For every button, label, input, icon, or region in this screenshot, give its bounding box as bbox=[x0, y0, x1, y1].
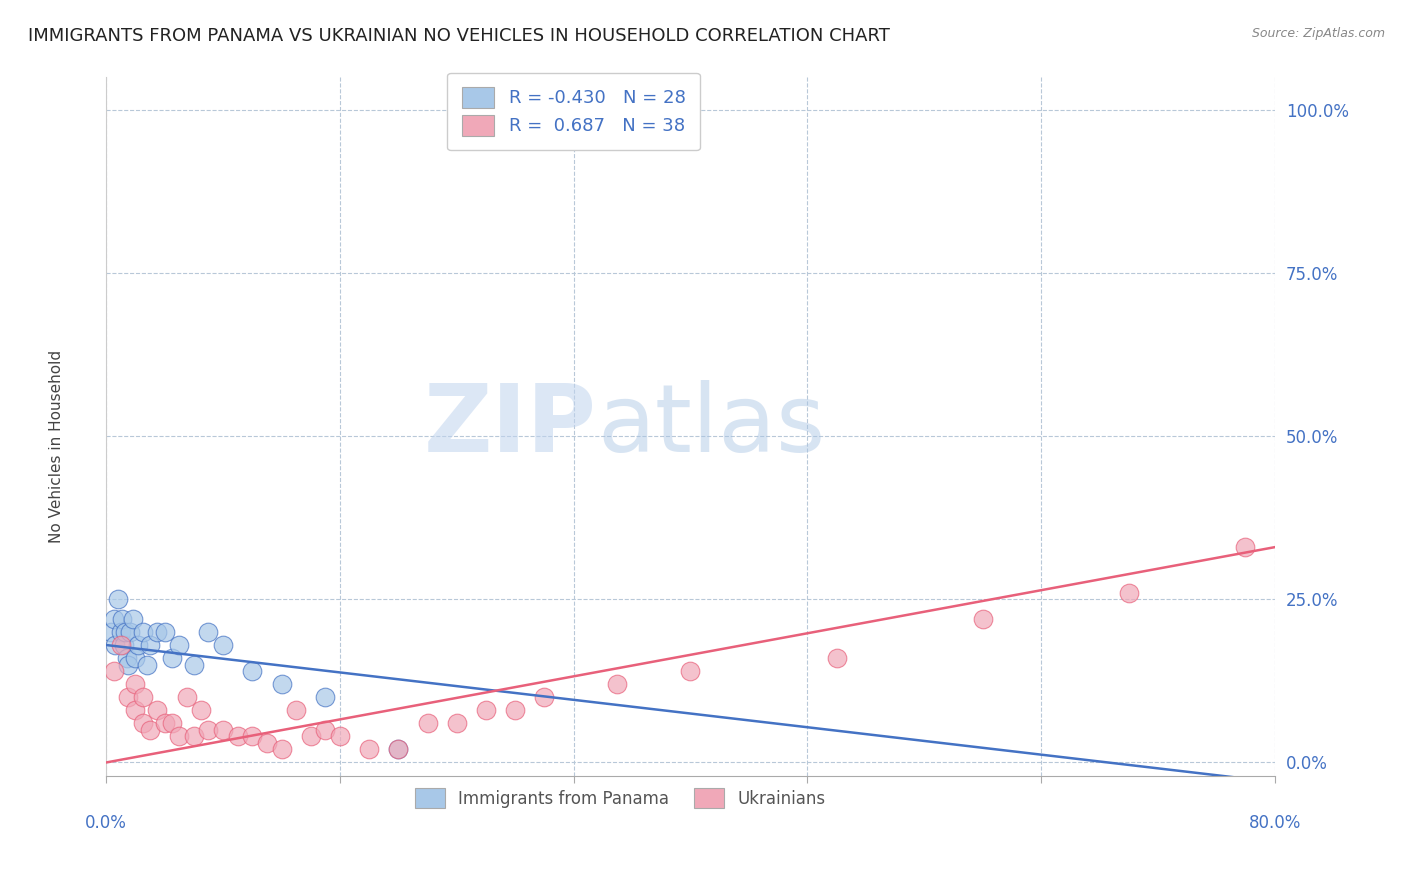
Point bbox=[112, 638, 135, 652]
Point bbox=[240, 730, 263, 744]
Point bbox=[183, 657, 205, 672]
Point bbox=[153, 716, 176, 731]
Point bbox=[226, 730, 249, 744]
Point bbox=[169, 730, 191, 744]
Text: Source: ZipAtlas.com: Source: ZipAtlas.com bbox=[1251, 27, 1385, 40]
Point bbox=[212, 723, 235, 737]
Text: 0.0%: 0.0% bbox=[86, 814, 127, 832]
Point bbox=[359, 742, 381, 756]
Point bbox=[299, 730, 322, 744]
Point bbox=[103, 664, 125, 678]
Point bbox=[114, 625, 136, 640]
Text: 80.0%: 80.0% bbox=[1249, 814, 1301, 832]
Point bbox=[103, 612, 125, 626]
Text: No Vehicles in Household: No Vehicles in Household bbox=[49, 350, 63, 542]
Point bbox=[107, 592, 129, 607]
Point bbox=[533, 690, 555, 705]
Point bbox=[314, 690, 336, 705]
Point bbox=[183, 730, 205, 744]
Point bbox=[169, 638, 191, 652]
Point bbox=[124, 677, 146, 691]
Point bbox=[132, 625, 155, 640]
Point bbox=[100, 625, 122, 640]
Point bbox=[329, 730, 352, 744]
Point bbox=[111, 612, 134, 626]
Point bbox=[124, 703, 146, 717]
Point bbox=[139, 723, 162, 737]
Point bbox=[160, 716, 183, 731]
Point bbox=[679, 664, 702, 678]
Point bbox=[124, 651, 146, 665]
Point bbox=[270, 677, 292, 691]
Text: atlas: atlas bbox=[598, 381, 825, 473]
Point bbox=[197, 625, 219, 640]
Point bbox=[285, 703, 308, 717]
Point bbox=[256, 736, 278, 750]
Point bbox=[176, 690, 198, 705]
Point bbox=[160, 651, 183, 665]
Point bbox=[314, 723, 336, 737]
Point bbox=[104, 638, 127, 652]
Point bbox=[240, 664, 263, 678]
Point bbox=[115, 651, 138, 665]
Point bbox=[118, 625, 141, 640]
Point bbox=[136, 657, 159, 672]
Point bbox=[127, 638, 149, 652]
Legend: Immigrants from Panama, Ukrainians: Immigrants from Panama, Ukrainians bbox=[406, 780, 834, 816]
Point bbox=[132, 690, 155, 705]
Point bbox=[117, 657, 139, 672]
Point bbox=[190, 703, 212, 717]
Point bbox=[387, 742, 409, 756]
Point bbox=[416, 716, 439, 731]
Point bbox=[475, 703, 498, 717]
Point bbox=[146, 625, 169, 640]
Point bbox=[387, 742, 409, 756]
Point bbox=[270, 742, 292, 756]
Point bbox=[972, 612, 994, 626]
Point bbox=[117, 690, 139, 705]
Point bbox=[110, 625, 132, 640]
Point bbox=[146, 703, 169, 717]
Point bbox=[197, 723, 219, 737]
Point bbox=[121, 612, 143, 626]
Point bbox=[503, 703, 526, 717]
Point bbox=[132, 716, 155, 731]
Point bbox=[446, 716, 468, 731]
Text: IMMIGRANTS FROM PANAMA VS UKRAINIAN NO VEHICLES IN HOUSEHOLD CORRELATION CHART: IMMIGRANTS FROM PANAMA VS UKRAINIAN NO V… bbox=[28, 27, 890, 45]
Text: ZIP: ZIP bbox=[425, 381, 598, 473]
Point bbox=[139, 638, 162, 652]
Point bbox=[212, 638, 235, 652]
Point bbox=[606, 677, 628, 691]
Point bbox=[825, 651, 848, 665]
Point bbox=[153, 625, 176, 640]
Point bbox=[1234, 540, 1257, 554]
Point bbox=[110, 638, 132, 652]
Point bbox=[1118, 586, 1140, 600]
